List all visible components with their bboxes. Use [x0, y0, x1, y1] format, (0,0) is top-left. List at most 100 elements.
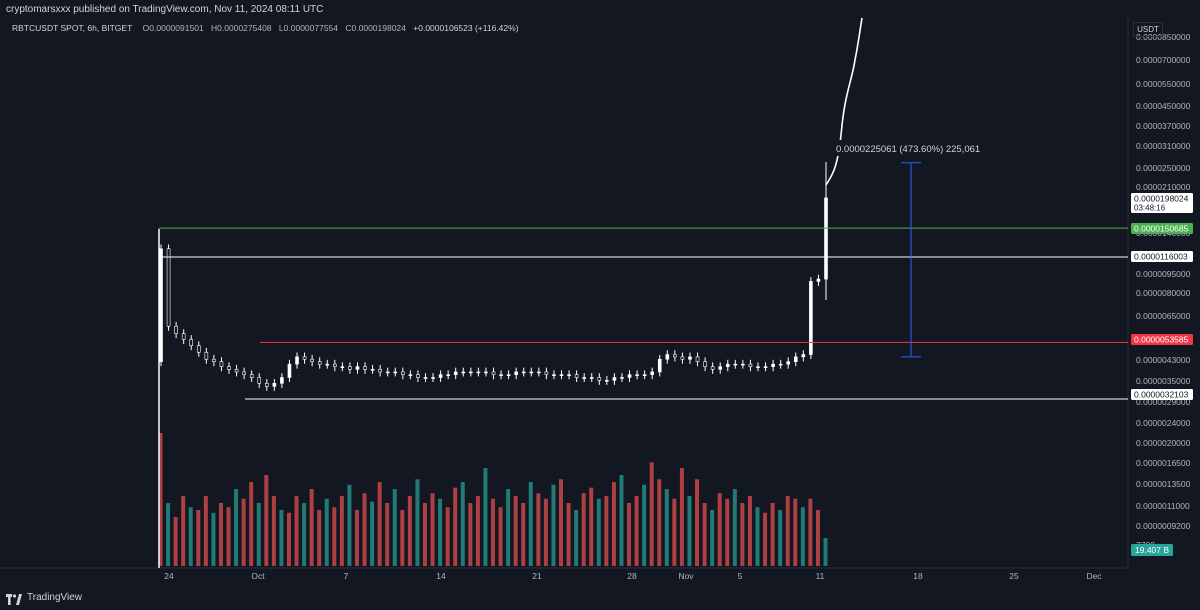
low-value: L0.0000077554	[278, 23, 339, 33]
price-tag-green	[1131, 223, 1193, 234]
candle-body	[763, 366, 768, 368]
price-tag-value: 0.0000116003	[1134, 252, 1188, 262]
x-tick-label: Oct	[251, 571, 265, 581]
volume-bar	[256, 503, 261, 566]
price-tag-red	[1131, 334, 1193, 345]
volume-bar	[249, 482, 254, 566]
volume-bar	[286, 512, 291, 566]
volume-bar	[702, 503, 707, 566]
candle-body	[461, 371, 466, 374]
candle-body	[469, 371, 473, 374]
candle-body	[756, 366, 760, 368]
x-tick-label: 25	[1009, 571, 1019, 581]
y-tick-label: 0.0000080000	[1136, 288, 1191, 298]
candle-body	[242, 371, 246, 375]
candle-body	[257, 377, 262, 384]
candle-body	[642, 374, 647, 376]
volume-bar	[604, 496, 609, 566]
volume-bar	[354, 510, 359, 566]
candle-body	[416, 374, 420, 378]
y-tick-label: 0.0000310000	[1136, 141, 1191, 151]
candle-body	[234, 368, 239, 373]
volume-tag	[1131, 544, 1173, 556]
x-tick-label: Nov	[678, 571, 694, 581]
x-tick-label: 21	[532, 571, 542, 581]
volume-bar	[407, 496, 412, 566]
ohlc-legend: RBTCUSDT SPOT, 6h, BITGET O0.0000091501 …	[12, 23, 524, 33]
y-tick-label: 0.0000095000	[1136, 269, 1191, 279]
volume-bar	[649, 462, 654, 566]
candle-body	[657, 358, 662, 373]
price-axis[interactable]	[1128, 18, 1200, 568]
horizontal-levels	[158, 227, 1128, 400]
y-tick-label: 0.0000550000	[1136, 79, 1191, 89]
volume-bar	[778, 510, 783, 566]
candle-body	[393, 371, 398, 374]
y-tick-label: 0.0000024000	[1136, 418, 1191, 428]
volume-bar	[430, 493, 435, 566]
candle-body	[212, 358, 216, 362]
volume-bar	[370, 501, 375, 566]
candle-body	[544, 371, 549, 375]
candle-body	[778, 363, 783, 366]
candle-body	[264, 383, 269, 387]
volume-bar	[725, 498, 730, 566]
candle-body	[446, 374, 450, 376]
volume-bar	[196, 510, 201, 566]
volume-bar	[521, 503, 526, 566]
measure-tool[interactable]: 0.0000225061 (473.60%) 225,061	[830, 140, 995, 358]
volume-bar	[808, 498, 813, 566]
open-value: O0.0000091501	[142, 23, 204, 33]
volume-bar	[664, 489, 669, 566]
volume-bar	[513, 496, 518, 566]
candle-body	[612, 377, 617, 381]
volume-bar	[400, 510, 405, 566]
volume-bar	[755, 507, 760, 566]
published-text: cryptomarsxxx published on TradingView.c…	[6, 4, 324, 15]
volume-bar	[642, 484, 647, 566]
y-tick-label: 0.0000020000	[1136, 438, 1191, 448]
volume-bar	[339, 496, 344, 566]
symbol-label[interactable]: RBTCUSDT SPOT, 6h, BITGET	[12, 23, 133, 33]
candle-body	[650, 371, 654, 375]
tradingview-brand: TradingView	[27, 592, 83, 603]
candle-body	[567, 374, 571, 376]
candle-body	[302, 356, 307, 360]
candle-body	[295, 356, 299, 365]
volume-bar	[672, 498, 677, 566]
volume-bar	[800, 507, 805, 566]
x-tick-label: 24	[164, 571, 174, 581]
price-tag-countdown: 03:48:16	[1134, 204, 1166, 213]
volume-bar	[747, 496, 752, 566]
candle-body	[363, 366, 367, 370]
candle-body	[408, 374, 413, 376]
volume-bar	[203, 496, 208, 566]
volume-bar	[506, 489, 511, 566]
candle-body	[325, 363, 330, 366]
candle-body	[401, 371, 405, 375]
candle-body	[159, 248, 163, 362]
price-tag-value: 0.0000150685	[1134, 224, 1189, 234]
volume-bar	[347, 484, 352, 566]
candle-body	[219, 361, 224, 367]
volume-bar	[241, 498, 246, 566]
y-tick-label: 0.0000043000	[1136, 355, 1191, 365]
candle-body	[771, 363, 775, 367]
candle-body	[385, 371, 390, 374]
volume-tag-value: 19.407 B	[1135, 545, 1169, 555]
volume-bar	[302, 503, 307, 566]
candle-body	[340, 366, 345, 368]
candle-body	[453, 371, 458, 375]
volume-bar	[422, 503, 427, 566]
tradingview-logo[interactable]: TradingView	[6, 592, 83, 605]
candle-body	[741, 363, 745, 366]
volume-bar	[815, 510, 820, 566]
candle-body	[620, 377, 624, 379]
price-tag-current	[1131, 193, 1193, 213]
volume-bar	[438, 498, 443, 566]
currency-label[interactable]: USDT	[1133, 22, 1163, 37]
candle-body	[280, 377, 284, 384]
y-tick-label: 0.0000035000	[1136, 376, 1191, 386]
candle-body	[635, 374, 639, 376]
